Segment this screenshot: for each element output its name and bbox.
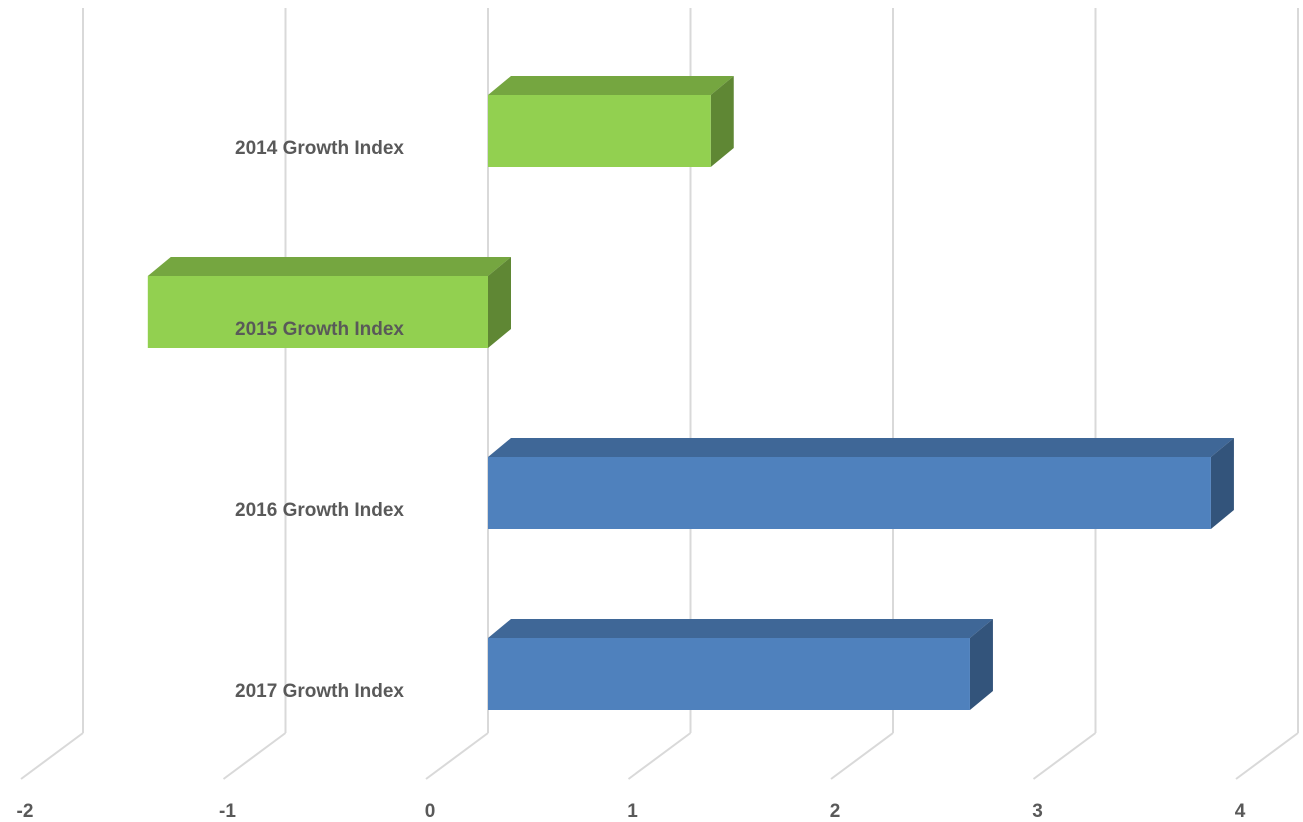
bar-side-face [488,257,511,348]
category-labels: 2014 Growth Index 2015 Growth Index 2016 G… [235,138,404,702]
bars [147,76,1234,710]
x-tick-label: -1 [219,801,236,822]
bar [488,76,734,167]
category-label: 2015 Growth Index [235,319,404,340]
bar-side-face [710,76,734,167]
x-tick-label: -2 [17,801,34,822]
category-label: 2016 Growth Index [235,500,404,521]
gridline-floor [425,732,489,780]
x-tick-label: 2 [830,801,841,822]
x-tick-label: 0 [425,801,436,822]
bar-top-face [488,76,734,95]
x-axis-tick-labels: -2 -1 0 1 2 3 4 [17,801,1246,822]
bar-front-face [488,638,970,710]
x-tick-label: 3 [1032,801,1043,822]
bar-front-face [147,276,489,348]
gridlines [20,8,1299,780]
bar [488,619,993,710]
bar-side-face [969,619,993,710]
bar-side-face [1210,438,1234,529]
x-tick-label: 4 [1235,801,1246,822]
bar-front-face [488,95,711,167]
category-label: 2014 Growth Index [235,138,404,159]
gridline-floor [627,732,692,780]
bar [147,257,512,348]
bar-top-face [147,257,512,276]
gridline-floor [222,732,287,780]
bar-front-face [488,457,1211,529]
bar [488,438,1234,529]
gridline-floor [1235,732,1299,780]
x-tick-label: 1 [627,801,638,822]
bar-top-face [488,619,993,638]
category-label: 2017 Growth Index [235,681,404,702]
gridline-floor [1032,732,1097,780]
gridline-floor [20,732,84,780]
bar-top-face [488,438,1234,457]
gridline-floor [830,732,894,780]
